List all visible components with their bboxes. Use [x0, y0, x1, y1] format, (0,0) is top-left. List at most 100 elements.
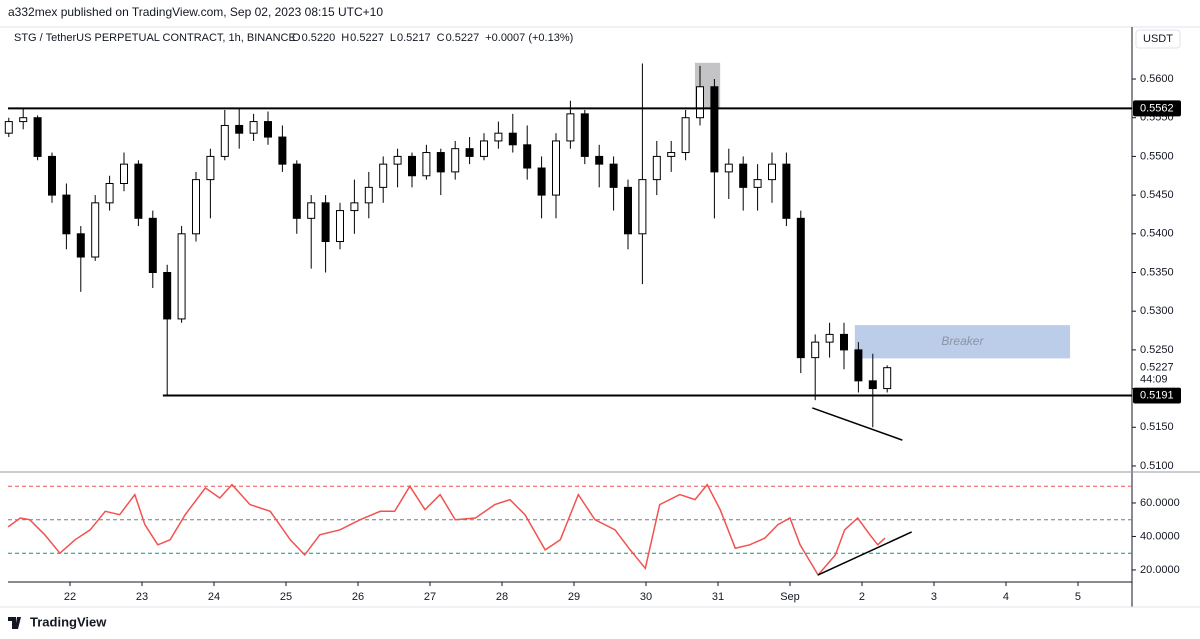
x-tick-label: 29	[568, 591, 580, 603]
candle-body	[4, 121, 13, 134]
x-tick-label: 4	[1003, 591, 1009, 603]
candle-body	[407, 155, 416, 177]
ohlc-value: 0.5227	[446, 32, 480, 44]
countdown: 44:09	[1140, 374, 1168, 386]
candle-body	[393, 155, 402, 165]
candle-body	[263, 121, 272, 138]
currency[interactable]: USDT	[1143, 33, 1173, 45]
byline: a332mex published on TradingView.com, Se…	[8, 5, 383, 19]
candle-body	[811, 341, 820, 359]
x-tick-label: 27	[424, 591, 436, 603]
candle-body	[868, 380, 877, 390]
candle-body	[508, 132, 517, 146]
candle-body	[825, 333, 834, 343]
x-tick-label: 5	[1075, 591, 1081, 603]
candle-body	[623, 186, 632, 235]
candle-body	[796, 217, 805, 359]
x-tick-label: 23	[136, 591, 148, 603]
candle-body	[839, 333, 848, 351]
change: +0.0007 (+0.13%)	[485, 32, 573, 44]
x-tick-label: 31	[712, 591, 724, 603]
candle-body	[350, 202, 359, 212]
candle-body	[782, 163, 791, 219]
last-price: 0.5227	[1140, 362, 1174, 374]
candle-body	[379, 163, 388, 188]
candle-body	[91, 202, 100, 258]
candle-body	[105, 182, 114, 204]
ohlc-value: 0.5220	[302, 32, 336, 44]
x-tick-label: 26	[352, 591, 364, 603]
ohlc-key: O	[292, 32, 301, 44]
y-tick-label: 0.5350	[1140, 266, 1174, 278]
y-tick-label: 0.5450	[1140, 189, 1174, 201]
candle-body	[235, 124, 244, 134]
candle-body	[451, 148, 460, 173]
ohlc-legend: O 0.5220 H 0.5227 L 0.5217 C 0.5227 +0.0007 (+0.…	[292, 32, 573, 44]
candle-body	[494, 132, 503, 142]
logo-icon	[8, 617, 21, 629]
candle-body	[695, 86, 704, 119]
candle-body	[724, 163, 733, 173]
candle-body	[119, 163, 128, 184]
candle-body	[667, 152, 676, 157]
level-tag	[1133, 387, 1181, 404]
candle-body	[76, 233, 85, 258]
candle-body	[551, 140, 560, 196]
candle-body	[33, 117, 42, 157]
y-tick-label: 0.5400	[1140, 228, 1174, 240]
candle-body	[206, 155, 215, 181]
candle-body	[278, 136, 287, 165]
footer-logo: TradingView	[30, 614, 107, 629]
candle-body	[739, 163, 748, 188]
ohlc-value: 0.5217	[397, 32, 431, 44]
currency-box[interactable]	[1135, 29, 1181, 49]
ohlc-key: H	[341, 32, 349, 44]
candle-body	[638, 179, 647, 235]
zone	[854, 325, 1071, 359]
x-tick-label: 2	[859, 591, 865, 603]
candle-body	[710, 86, 719, 173]
plot: 22 23 24 25 26 27 28 29 30 31 Sep 2 3 4 50.51000.51500…	[4, 62, 1181, 603]
x-tick-label: Sep	[780, 591, 800, 603]
candle-body	[191, 179, 200, 235]
candle-body	[580, 113, 589, 157]
candle-body	[883, 367, 892, 390]
candle-body	[436, 152, 445, 173]
candle-body	[220, 124, 229, 157]
rsi-line	[7, 483, 886, 577]
zone-label: Breaker	[941, 334, 984, 348]
candle-body	[465, 148, 474, 157]
ohlc-key: C	[437, 32, 445, 44]
ohlc-value: 0.5227	[350, 32, 384, 44]
x-tick-label: 25	[280, 591, 292, 603]
candle-body	[479, 140, 488, 157]
y-tick-label: 60.0000	[1140, 497, 1180, 509]
candle-body	[148, 217, 157, 273]
x-tick-label: 3	[931, 591, 937, 603]
candle-body	[767, 163, 776, 181]
candle-body	[19, 117, 28, 123]
x-tick-label: 24	[208, 591, 220, 603]
level-label: 0.5191	[1140, 389, 1174, 401]
candle-body	[177, 233, 186, 320]
y-tick-label: 0.5600	[1140, 73, 1174, 85]
last-price-tag	[1133, 359, 1181, 388]
y-tick-label: 0.5250	[1140, 344, 1174, 356]
candle-body	[249, 121, 258, 134]
trendline	[817, 531, 912, 576]
symbol: STG / TetherUS PERPETUAL CONTRACT, 1h, B…	[14, 32, 296, 44]
candle-body	[134, 163, 143, 219]
y-tick-label: 0.5500	[1140, 150, 1174, 162]
trendline	[812, 407, 903, 441]
candle-body	[652, 155, 661, 181]
y-tick-label: 0.5300	[1140, 305, 1174, 317]
candle-body	[681, 117, 690, 154]
x-tick-label: 28	[496, 591, 508, 603]
candle-body	[307, 202, 316, 219]
x-tick-label: 30	[640, 591, 652, 603]
y-tick-label: 40.0000	[1140, 530, 1180, 542]
candle-body	[595, 155, 604, 165]
y-tick-label: 20.0000	[1140, 564, 1180, 576]
candle-body	[753, 179, 762, 188]
candle-body	[422, 152, 431, 177]
